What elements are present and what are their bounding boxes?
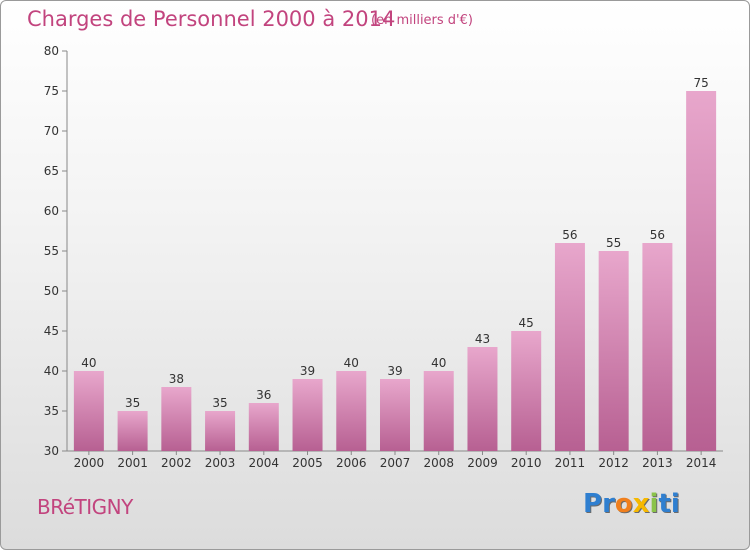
x-tick-label: 2000 (74, 456, 105, 470)
x-tick-label: 2001 (117, 456, 148, 470)
x-tick-label: 2008 (423, 456, 454, 470)
bar-value-label: 56 (562, 228, 577, 242)
y-tick-label: 55 (44, 244, 59, 258)
bar-value-label: 55 (606, 236, 621, 250)
proxiti-logo: Proxiti (583, 489, 680, 519)
bar (511, 331, 542, 451)
logo-letter: x (632, 489, 650, 519)
bar-value-label: 40 (81, 356, 96, 370)
logo-letter: P (583, 489, 603, 519)
x-tick-label: 2006 (336, 456, 367, 470)
bar (554, 243, 585, 451)
logo-letter: r (602, 489, 615, 519)
logo-letter: i (670, 489, 680, 519)
bar (467, 347, 498, 451)
bar-value-label: 56 (650, 228, 665, 242)
bar-value-label: 35 (125, 396, 140, 410)
y-tick-label: 35 (44, 404, 59, 418)
x-tick-label: 2009 (467, 456, 498, 470)
bar-value-label: 35 (212, 396, 227, 410)
bar-value-label: 36 (256, 388, 271, 402)
logo-letter: o (614, 489, 633, 519)
x-tick-label: 2007 (380, 456, 411, 470)
bar-value-label: 75 (693, 76, 708, 90)
y-tick-label: 40 (44, 364, 59, 378)
chart-bars (73, 91, 717, 451)
bar-value-label: 43 (475, 332, 490, 346)
y-tick-label: 70 (44, 124, 59, 138)
bar (205, 411, 236, 451)
x-tick-label: 2002 (161, 456, 192, 470)
logo-letter: i (649, 489, 659, 519)
y-tick-label: 30 (44, 444, 59, 458)
x-tick-label: 2004 (249, 456, 280, 470)
chart-labels: 2000 40 2001 35 2002 38 2003 35 2004 36 2005 39 2006… (74, 76, 717, 470)
x-tick-label: 2003 (205, 456, 236, 470)
y-tick-label: 45 (44, 324, 59, 338)
bar (423, 371, 454, 451)
y-tick-label: 75 (44, 84, 59, 98)
bar-value-label: 45 (519, 316, 534, 330)
bar (73, 371, 104, 451)
bar-value-label: 38 (169, 372, 184, 386)
city-name: BRéTIGNY (37, 495, 133, 519)
chart-title: Charges de Personnel 2000 à 2014 (27, 7, 396, 31)
bar (642, 243, 673, 451)
x-tick-label: 2005 (292, 456, 323, 470)
bar (380, 379, 410, 451)
bar (292, 379, 323, 451)
x-tick-label: 2013 (642, 456, 673, 470)
chart-subtitle: (en milliers d'€) (371, 13, 473, 28)
y-tick-label: 50 (44, 284, 59, 298)
bar (248, 403, 279, 451)
bar (336, 371, 367, 451)
x-tick-label: 2014 (686, 456, 717, 470)
bar (161, 387, 192, 451)
bar (117, 411, 148, 451)
logo-letter: t (658, 489, 671, 519)
y-tick-label: 65 (44, 164, 59, 178)
bar (686, 91, 717, 451)
y-tick-label: 60 (44, 204, 59, 218)
x-tick-label: 2011 (555, 456, 586, 470)
chart-axes: 30 35 40 45 50 55 60 65 70 75 80 (44, 44, 723, 458)
x-tick-label: 2012 (598, 456, 629, 470)
bar-value-label: 39 (387, 364, 402, 378)
bar (598, 251, 629, 451)
bar-value-label: 39 (300, 364, 315, 378)
bar-value-label: 40 (344, 356, 359, 370)
bar-value-label: 40 (431, 356, 446, 370)
y-tick-label: 80 (44, 44, 59, 58)
x-tick-label: 2010 (511, 456, 542, 470)
